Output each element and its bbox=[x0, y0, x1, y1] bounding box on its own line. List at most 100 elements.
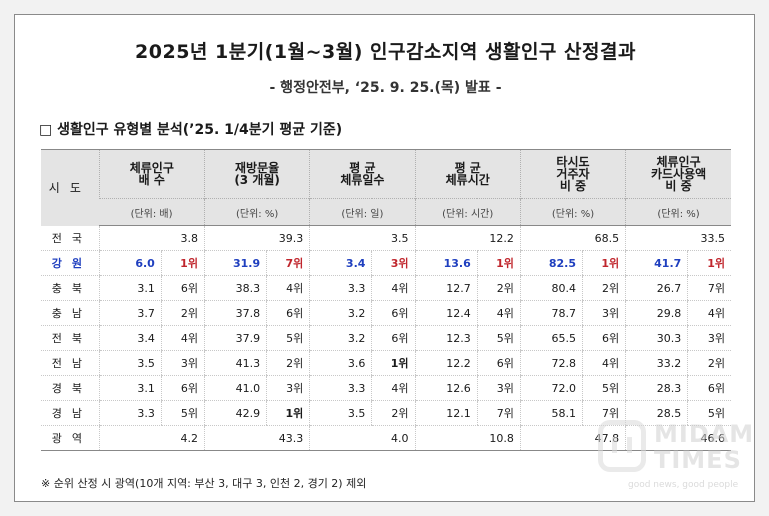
unit-row: (단위: 배) (단위: %) (단위: 일) (단위: 시간) (단위: %)… bbox=[41, 198, 731, 226]
rank-cell: 4위 bbox=[476, 300, 521, 326]
value-cell: 37.9 bbox=[203, 325, 267, 351]
region-cell: 강원 bbox=[41, 250, 100, 276]
rank-cell: 6위 bbox=[476, 350, 521, 376]
footnote: ※ 순위 산정 시 광역(10개 지역: 부산 3, 대구 3, 인천 2, 경… bbox=[41, 477, 367, 490]
value-cell: 43.3 bbox=[203, 425, 310, 451]
rank-cell: 4위 bbox=[371, 275, 416, 301]
value-cell: 3.1 bbox=[98, 375, 162, 401]
value-cell: 26.7 bbox=[625, 275, 688, 301]
rank-cell: 5위 bbox=[687, 400, 731, 426]
value-cell: 41.0 bbox=[203, 375, 267, 401]
value-cell: 6.0 bbox=[98, 250, 162, 276]
value-cell: 3.2 bbox=[309, 300, 372, 326]
value-cell: 4.0 bbox=[309, 425, 416, 451]
rank-cell: 3위 bbox=[160, 350, 205, 376]
value-cell: 12.7 bbox=[414, 275, 478, 301]
rank-cell: 1위 bbox=[160, 250, 205, 276]
value-cell: 33.2 bbox=[625, 350, 688, 376]
region-cell: 충남 bbox=[41, 300, 100, 326]
header-avg-stay-hours: 평 균 체류시간 bbox=[414, 149, 521, 199]
value-cell: 3.2 bbox=[309, 325, 372, 351]
value-cell: 3.8 bbox=[98, 225, 205, 251]
rank-cell: 7위 bbox=[687, 275, 731, 301]
header-region: 시도 bbox=[41, 149, 100, 226]
value-cell: 3.5 bbox=[309, 400, 372, 426]
value-cell: 3.1 bbox=[98, 275, 162, 301]
value-cell: 37.8 bbox=[203, 300, 267, 326]
header-revisit-rate: 재방문율 (3 개월) bbox=[203, 149, 310, 199]
unit-label: (단위: %) bbox=[203, 198, 310, 226]
table-row-metropolitan: 광역 4.2 43.3 4.0 10.8 47.8 46.6 bbox=[41, 425, 731, 451]
document-card: 2025년 1분기(1월~3월) 인구감소지역 생활인구 산정결과 - 행정안전… bbox=[14, 14, 755, 502]
value-cell: 3.5 bbox=[98, 350, 162, 376]
value-cell: 65.5 bbox=[519, 325, 583, 351]
value-cell: 12.4 bbox=[414, 300, 478, 326]
rank-cell: 2위 bbox=[160, 300, 205, 326]
rank-cell: 5위 bbox=[476, 325, 521, 351]
rank-cell: 6위 bbox=[371, 300, 416, 326]
rank-cell: 3위 bbox=[371, 250, 416, 276]
rank-cell: 6위 bbox=[160, 275, 205, 301]
value-cell: 3.6 bbox=[309, 350, 372, 376]
logo-word-top: MIDAM bbox=[654, 420, 755, 448]
header-card-spending-share: 체류인구 카드사용액 비 중 bbox=[625, 149, 731, 199]
logo-icon bbox=[598, 420, 646, 472]
region-cell: 전남 bbox=[41, 350, 100, 376]
rank-cell: 4위 bbox=[266, 275, 310, 301]
header-row: 시도 체류인구 배 수 재방문율 (3 개월) 평 균 체류일수 평 균 체류시간 타시… bbox=[41, 149, 731, 226]
table-row-gangwon: 강원 6.0 1위 31.9 7위 3.4 3위 13.6 1위 82.5 1위… bbox=[41, 250, 731, 276]
value-cell: 68.5 bbox=[519, 225, 626, 251]
table-row-gyeongbuk: 경북 3.1 6위 41.0 3위 3.3 4위 12.6 3위 72.0 5위… bbox=[41, 375, 731, 401]
rank-cell: 3위 bbox=[476, 375, 521, 401]
table-row-national: 전국 3.8 39.3 3.5 12.2 68.5 33.5 bbox=[41, 225, 731, 251]
header-stay-multiplier: 체류인구 배 수 bbox=[98, 149, 205, 199]
rank-cell: 6위 bbox=[160, 375, 205, 401]
table-row-chungbuk: 충북 3.1 6위 38.3 4위 3.3 4위 12.7 2위 80.4 2위… bbox=[41, 275, 731, 301]
value-cell: 12.2 bbox=[414, 225, 521, 251]
rank-cell: 4위 bbox=[582, 350, 626, 376]
rank-cell: 1위 bbox=[266, 400, 310, 426]
rank-cell: 5위 bbox=[582, 375, 626, 401]
unit-label: (단위: %) bbox=[625, 198, 731, 226]
value-cell: 33.5 bbox=[625, 225, 731, 251]
value-cell: 29.8 bbox=[625, 300, 688, 326]
value-cell: 10.8 bbox=[414, 425, 521, 451]
rank-cell: 1위 bbox=[476, 250, 521, 276]
rank-cell: 2위 bbox=[687, 350, 731, 376]
rank-cell: 6위 bbox=[266, 300, 310, 326]
rank-cell: 1위 bbox=[371, 350, 416, 376]
rank-cell: 1위 bbox=[687, 250, 731, 276]
rank-cell: 3위 bbox=[687, 325, 731, 351]
value-cell: 58.1 bbox=[519, 400, 583, 426]
rank-cell: 3위 bbox=[582, 300, 626, 326]
value-cell: 30.3 bbox=[625, 325, 688, 351]
rank-cell: 7위 bbox=[476, 400, 521, 426]
value-cell: 82.5 bbox=[519, 250, 583, 276]
value-cell: 38.3 bbox=[203, 275, 267, 301]
value-cell: 42.9 bbox=[203, 400, 267, 426]
rank-cell: 2위 bbox=[476, 275, 521, 301]
rank-cell: 4위 bbox=[160, 325, 205, 351]
header-other-province-share: 타시도 거주자 비 중 bbox=[519, 149, 626, 199]
value-cell: 28.3 bbox=[625, 375, 688, 401]
watermark-logo: MIDAM TIMES good news, good people bbox=[598, 412, 758, 498]
value-cell: 3.4 bbox=[309, 250, 372, 276]
region-cell: 전국 bbox=[41, 225, 100, 251]
logo-word-bottom: TIMES bbox=[654, 446, 742, 474]
rank-cell: 2위 bbox=[266, 350, 310, 376]
value-cell: 80.4 bbox=[519, 275, 583, 301]
rank-cell: 7위 bbox=[266, 250, 310, 276]
rank-cell: 6위 bbox=[582, 325, 626, 351]
unit-label: (단위: %) bbox=[519, 198, 626, 226]
value-cell: 12.1 bbox=[414, 400, 478, 426]
value-cell: 72.0 bbox=[519, 375, 583, 401]
region-cell: 충북 bbox=[41, 275, 100, 301]
value-cell: 41.3 bbox=[203, 350, 267, 376]
table-row-gyeongnam: 경남 3.3 5위 42.9 1위 3.5 2위 12.1 7위 58.1 7위… bbox=[41, 400, 731, 426]
rank-cell: 5위 bbox=[160, 400, 205, 426]
stats-table: 시도 체류인구 배 수 재방문율 (3 개월) 평 균 체류일수 평 균 체류시간 타시… bbox=[41, 149, 731, 451]
table-row-jeonnam: 전남 3.5 3위 41.3 2위 3.6 1위 12.2 6위 72.8 4위… bbox=[41, 350, 731, 376]
unit-label: (단위: 배) bbox=[99, 198, 205, 226]
page-title: 2025년 1분기(1월~3월) 인구감소지역 생활인구 산정결과 bbox=[135, 41, 636, 63]
value-cell: 13.6 bbox=[414, 250, 478, 276]
